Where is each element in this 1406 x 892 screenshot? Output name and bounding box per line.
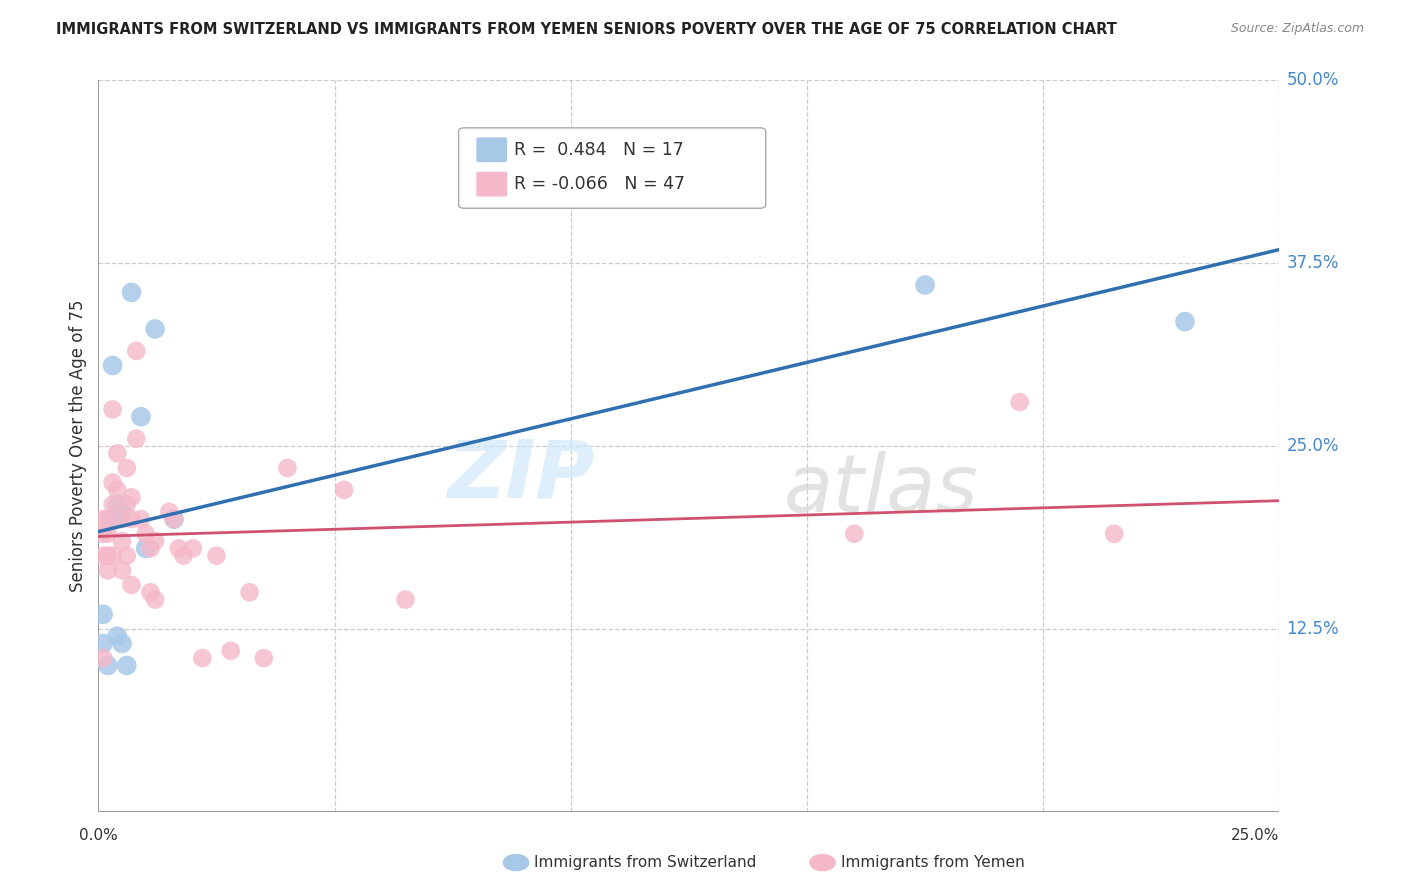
Y-axis label: Seniors Poverty Over the Age of 75: Seniors Poverty Over the Age of 75	[69, 300, 87, 592]
Point	[105, 629, 128, 643]
Point	[121, 490, 143, 504]
Text: R =  0.484   N = 17: R = 0.484 N = 17	[515, 141, 683, 159]
Point	[139, 541, 162, 556]
Point	[219, 644, 242, 658]
Point	[111, 534, 134, 549]
Point	[172, 549, 194, 563]
Text: Immigrants from Yemen: Immigrants from Yemen	[841, 855, 1025, 870]
FancyBboxPatch shape	[477, 171, 508, 196]
Point	[101, 512, 124, 526]
Point	[91, 512, 114, 526]
Point	[191, 651, 214, 665]
Point	[101, 475, 124, 490]
FancyBboxPatch shape	[458, 128, 766, 209]
Point	[181, 541, 204, 556]
Point	[111, 505, 134, 519]
Text: IMMIGRANTS FROM SWITZERLAND VS IMMIGRANTS FROM YEMEN SENIORS POVERTY OVER THE AG: IMMIGRANTS FROM SWITZERLAND VS IMMIGRANT…	[56, 22, 1118, 37]
Point	[143, 322, 166, 336]
Point	[121, 578, 143, 592]
Point	[135, 526, 157, 541]
Point	[143, 592, 166, 607]
Point	[111, 563, 134, 577]
Point	[121, 285, 143, 300]
Text: 12.5%: 12.5%	[1286, 620, 1339, 638]
Text: 25.0%: 25.0%	[1286, 437, 1339, 455]
Point	[115, 658, 138, 673]
Point	[125, 343, 148, 358]
Text: Source: ZipAtlas.com: Source: ZipAtlas.com	[1230, 22, 1364, 36]
Text: R = -0.066   N = 47: R = -0.066 N = 47	[515, 175, 685, 194]
Point	[239, 585, 262, 599]
Text: 37.5%: 37.5%	[1286, 254, 1339, 272]
Point	[276, 461, 298, 475]
Point	[91, 651, 114, 665]
Point	[129, 409, 152, 424]
Point	[333, 483, 356, 497]
Point	[844, 526, 866, 541]
Point	[115, 498, 138, 512]
Point	[97, 658, 120, 673]
Point	[115, 461, 138, 475]
Point	[125, 432, 148, 446]
Text: 25.0%: 25.0%	[1232, 828, 1279, 843]
Point	[101, 402, 124, 417]
Point	[115, 549, 138, 563]
Point	[91, 607, 114, 622]
Point	[163, 512, 186, 526]
Point	[97, 526, 120, 541]
Text: 0.0%: 0.0%	[79, 828, 118, 843]
Point	[135, 541, 157, 556]
Point	[101, 549, 124, 563]
Point	[129, 512, 152, 526]
Point	[394, 592, 416, 607]
Point	[253, 651, 276, 665]
Point	[914, 278, 936, 293]
FancyBboxPatch shape	[477, 137, 508, 162]
Point	[105, 446, 128, 460]
Point	[101, 359, 124, 373]
Point	[111, 512, 134, 526]
Point	[163, 512, 186, 526]
Point	[97, 549, 120, 563]
Point	[139, 585, 162, 599]
Point	[205, 549, 228, 563]
Point	[105, 483, 128, 497]
Point	[1008, 395, 1031, 409]
Point	[97, 563, 120, 577]
Point	[121, 512, 143, 526]
Point	[105, 498, 128, 512]
Point	[1174, 315, 1197, 329]
Point	[157, 505, 180, 519]
Text: atlas: atlas	[783, 450, 979, 529]
Text: Immigrants from Switzerland: Immigrants from Switzerland	[534, 855, 756, 870]
Point	[143, 534, 166, 549]
Text: 50.0%: 50.0%	[1286, 71, 1339, 89]
Point	[97, 512, 120, 526]
Point	[111, 636, 134, 650]
Point	[91, 526, 114, 541]
Point	[167, 541, 190, 556]
Point	[1102, 526, 1125, 541]
Point	[91, 636, 114, 650]
Point	[101, 498, 124, 512]
Point	[91, 549, 114, 563]
Text: ZIP: ZIP	[447, 436, 595, 515]
